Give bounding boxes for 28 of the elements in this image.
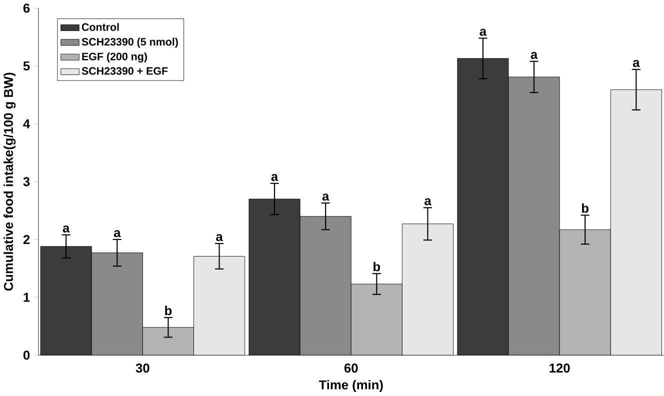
y-tick-label: 3 (23, 177, 30, 186)
y-tick-label: 6 (23, 4, 30, 13)
data-label: a (216, 234, 223, 242)
y-tick-label: 5 (23, 62, 30, 71)
y-tick-label: 0 (23, 350, 30, 360)
data-label: b (165, 306, 172, 316)
data-label: b (374, 262, 380, 272)
data-label: a (530, 52, 538, 60)
legend-label: SCH23390 (5 nmol) (82, 38, 178, 48)
legend-label: EGF (200 ng) (82, 52, 147, 63)
y-axis-title: Cumulative food intake(g/100 g BW) (4, 72, 16, 291)
y-tick-label: 1 (24, 293, 30, 302)
y-tick-label: 4 (23, 120, 30, 128)
data-label: a (632, 60, 640, 68)
data-label: a (271, 174, 278, 182)
data-label: a (322, 194, 330, 201)
x-tick-label: 120 (550, 364, 570, 373)
data-label: a (114, 230, 121, 238)
data-label: a (424, 198, 432, 206)
x-axis-title: Time (min) (318, 380, 383, 392)
y-tick-label: 2 (23, 235, 30, 244)
data-label: b (582, 204, 588, 214)
data-label: a (62, 226, 70, 233)
data-label: a (480, 29, 487, 36)
legend-label: Control (82, 23, 119, 32)
legend-label: SCH23390 + EGF (82, 67, 168, 75)
x-tick-label: 60 (344, 364, 358, 373)
x-tick-label: 30 (136, 364, 150, 373)
